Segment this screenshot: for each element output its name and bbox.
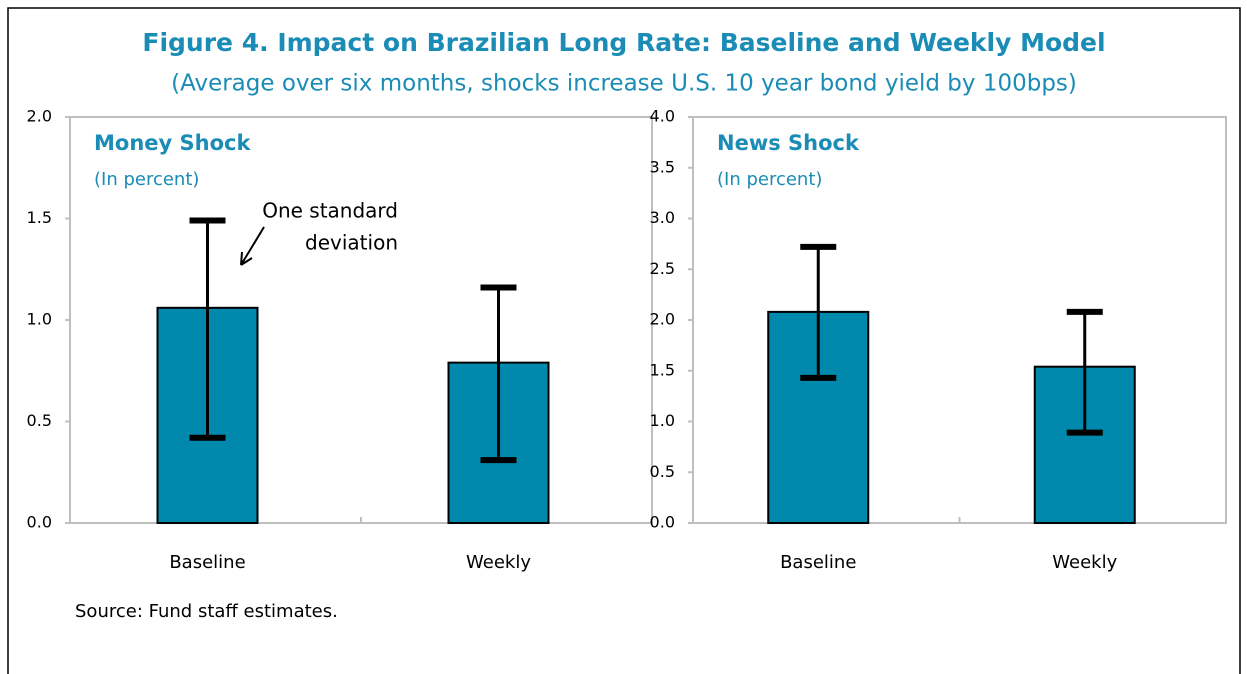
annotation: One standard xyxy=(262,199,398,223)
panel-title: Money Shock xyxy=(94,131,251,155)
y-tick-label: 0.0 xyxy=(650,513,675,532)
y-tick-label: 1.5 xyxy=(27,208,52,227)
figure-subtitle: (Average over six months, shocks increas… xyxy=(171,71,1077,97)
x-tick-label: Baseline xyxy=(780,552,856,573)
source-note: Source: Fund staff estimates. xyxy=(75,601,338,622)
y-tick-label: 0.5 xyxy=(650,462,675,481)
y-tick-label: 2.5 xyxy=(650,259,675,278)
y-tick-label: 2.0 xyxy=(27,107,52,126)
y-tick-label: 0.0 xyxy=(27,513,52,532)
frame xyxy=(7,7,1241,674)
y-tick-label: 3.5 xyxy=(650,157,675,176)
panel-subtitle: (In percent) xyxy=(717,169,822,190)
x-tick-label: Baseline xyxy=(169,552,245,573)
y-tick-label: 3.0 xyxy=(650,208,675,227)
y-tick-label: 4.0 xyxy=(650,107,675,126)
panel-title: News Shock xyxy=(717,131,860,155)
annotation: deviation xyxy=(305,231,398,255)
x-tick-label: Weekly xyxy=(466,552,531,573)
y-tick-label: 1.0 xyxy=(27,310,52,329)
x-tick-label: Weekly xyxy=(1052,552,1117,573)
y-tick-label: 1.0 xyxy=(650,411,675,430)
y-tick-label: 1.5 xyxy=(650,360,675,379)
y-tick-label: 2.0 xyxy=(650,310,675,329)
annotation-arrow xyxy=(240,226,265,266)
panel-subtitle: (In percent) xyxy=(94,169,199,190)
y-tick-label: 0.5 xyxy=(27,411,52,430)
figure-title: Figure 4. Impact on Brazilian Long Rate:… xyxy=(142,28,1105,57)
